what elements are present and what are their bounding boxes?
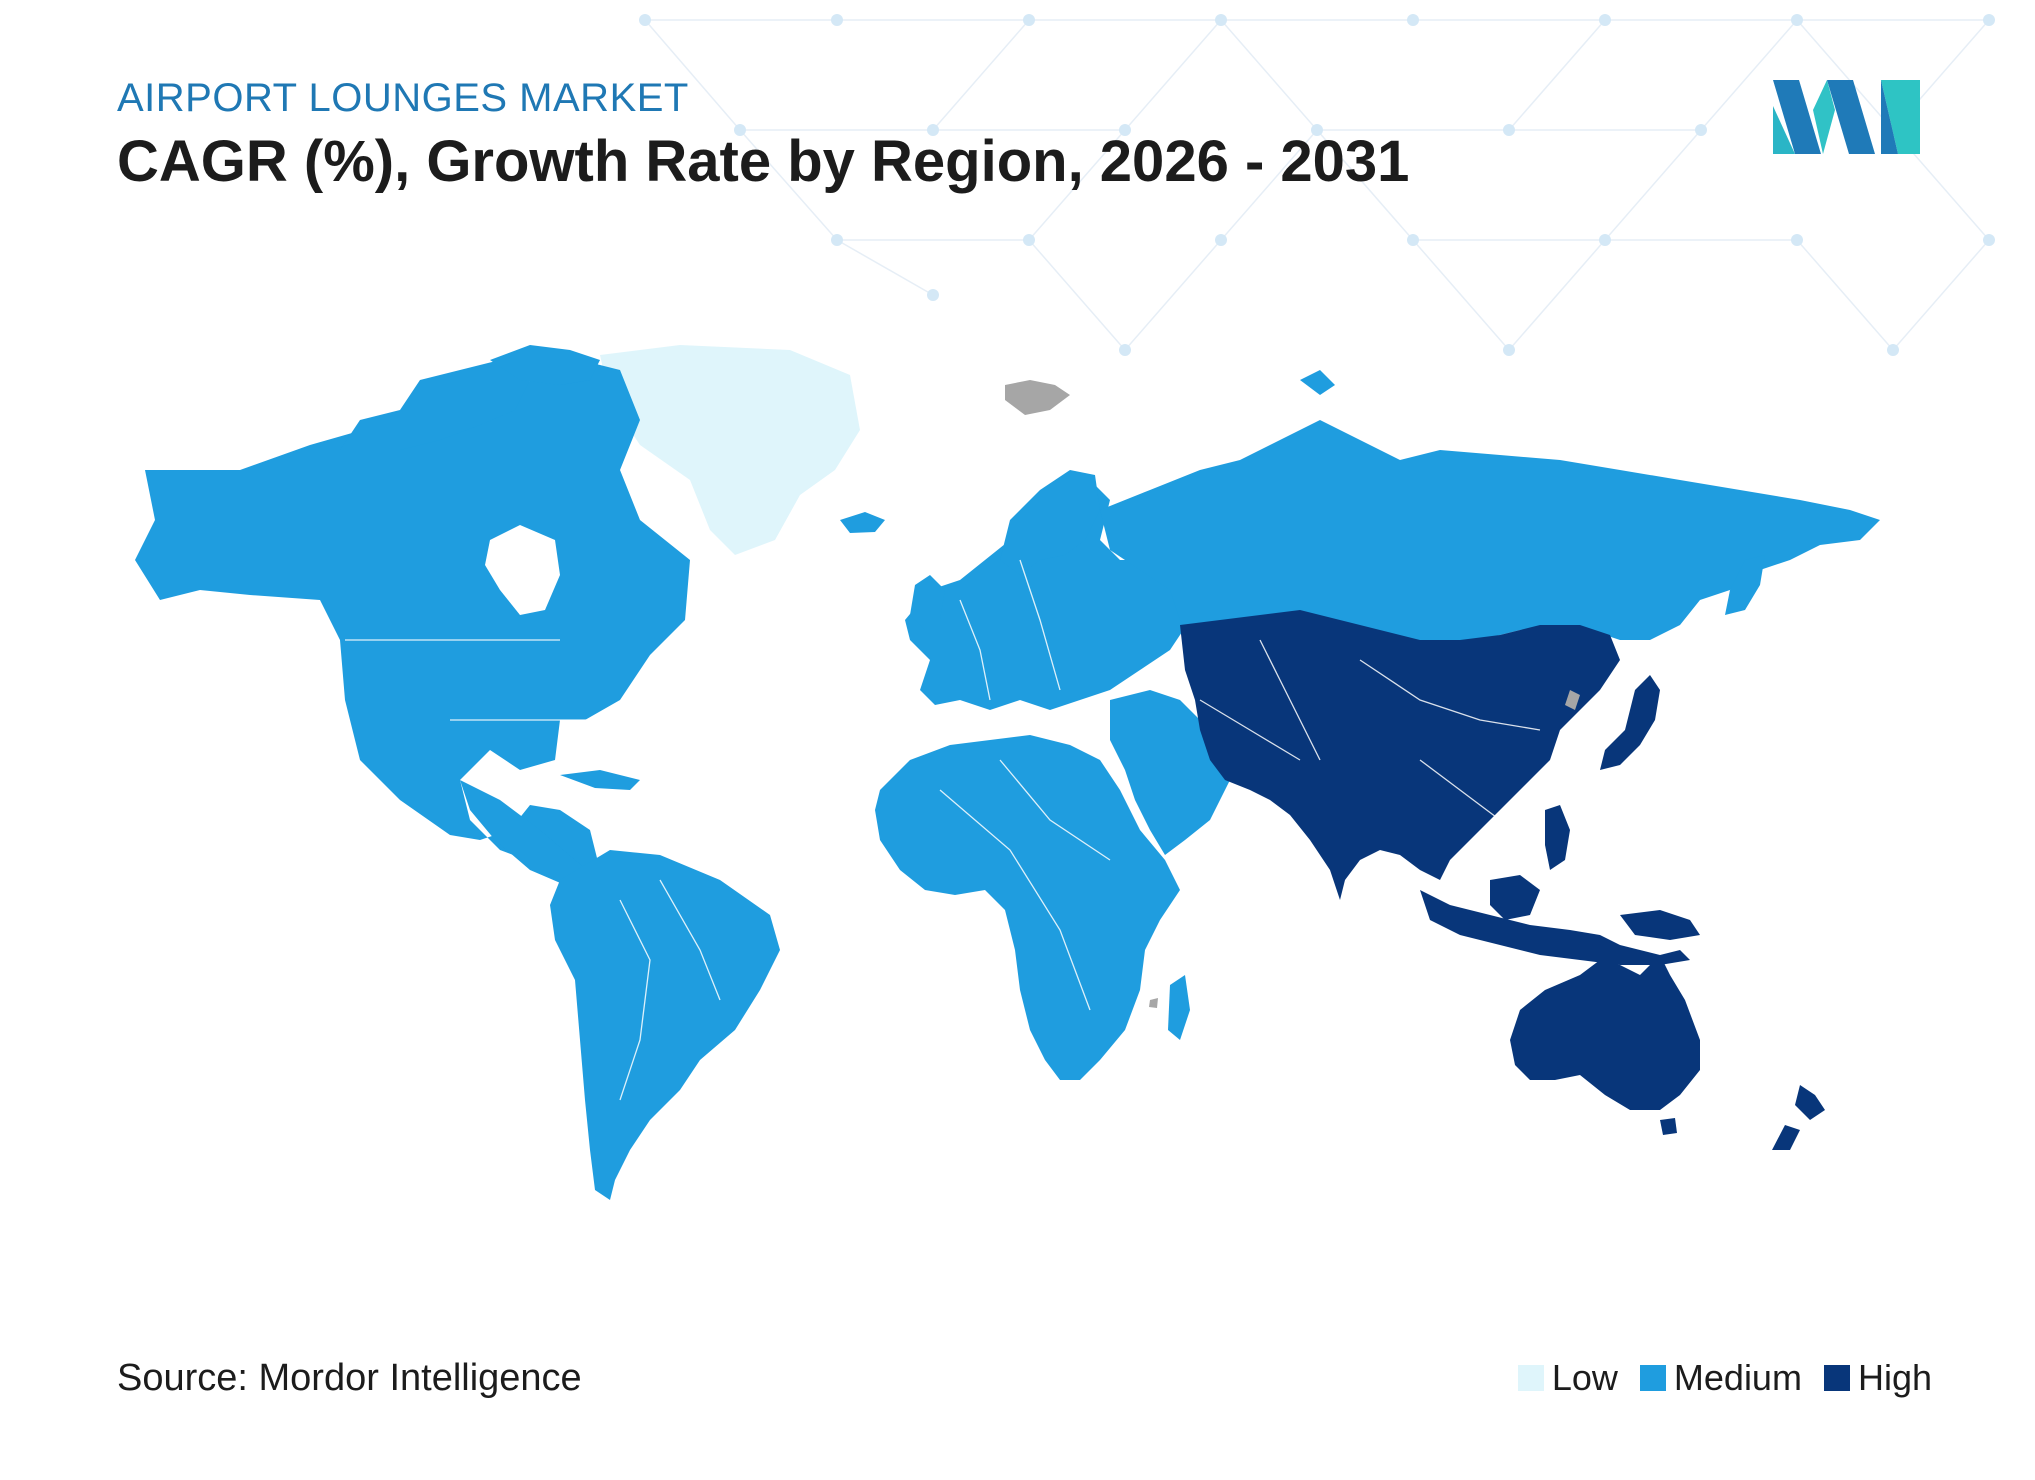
region-new-guinea: [1620, 910, 1700, 940]
region-korea-no-data: [1565, 690, 1580, 710]
region-novaya-zemlya: [1300, 370, 1335, 395]
legend-item-medium: Medium: [1639, 1357, 1802, 1399]
region-tasmania: [1660, 1118, 1677, 1135]
region-japan: [1600, 675, 1660, 770]
region-russia: [1100, 420, 1880, 650]
region-philippines: [1545, 805, 1570, 870]
region-iceland: [840, 512, 885, 533]
region-new-zealand: [1772, 1085, 1825, 1150]
legend-label-medium: Medium: [1673, 1357, 1802, 1398]
legend-label-high: High: [1857, 1357, 1932, 1398]
region-europe: [905, 480, 1190, 710]
region-india: [1280, 790, 1360, 880]
hudson-bay: [485, 525, 560, 615]
map-legend: Low Medium High: [1517, 1357, 1932, 1399]
region-ellesmere-island: [490, 345, 600, 385]
region-caribbean: [560, 770, 640, 790]
region-madagascar: [1168, 975, 1190, 1040]
region-comoros-no-data: [1149, 998, 1158, 1008]
legend-swatch-high: [1823, 1365, 1850, 1391]
region-svalbard-no-data: [1005, 380, 1070, 415]
chart-title: CAGR (%), Growth Rate by Region, 2026 - …: [117, 129, 1410, 194]
region-north-america: [135, 360, 690, 880]
mordor-intelligence-logo-icon: [1773, 80, 1920, 154]
legend-item-low: Low: [1517, 1357, 1618, 1399]
legend-swatch-low: [1517, 1365, 1544, 1391]
region-scandinavia: [1000, 470, 1100, 575]
chart-subtitle: AIRPORT LOUNGES MARKET: [117, 76, 689, 120]
region-canada-arctic-islands: [340, 360, 530, 450]
legend-label-low: Low: [1551, 1357, 1618, 1398]
region-borneo: [1490, 875, 1540, 920]
region-southeast-asia-islands: [1420, 890, 1690, 965]
region-australia: [1510, 955, 1700, 1110]
region-africa: [875, 735, 1180, 1080]
region-uk-ireland: [910, 575, 945, 630]
source-attribution: Source: Mordor Intelligence: [117, 1357, 582, 1399]
region-south-america: [550, 850, 780, 1200]
region-kamchatka: [1725, 555, 1765, 615]
legend-item-high: High: [1823, 1357, 1932, 1399]
region-central-america: [460, 780, 600, 895]
legend-swatch-medium: [1639, 1365, 1666, 1391]
region-greenland: [600, 345, 860, 555]
region-asia-pacific: [1180, 610, 1620, 900]
